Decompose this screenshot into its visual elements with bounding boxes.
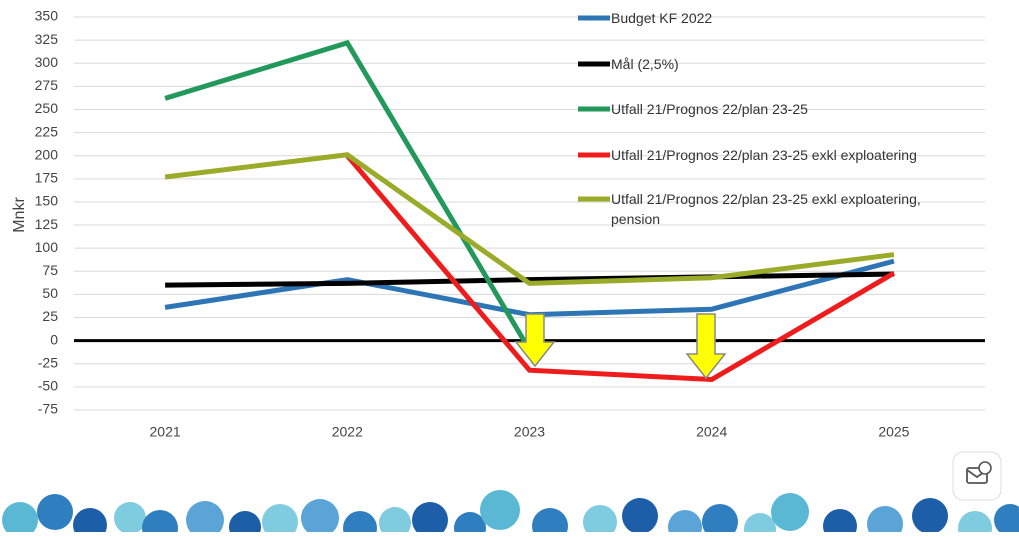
y-tick-label: -25 <box>38 354 58 370</box>
y-tick-label: 300 <box>35 54 59 70</box>
y-tick-label: 225 <box>35 123 59 139</box>
legend-label: Mål (2,5%) <box>611 54 971 74</box>
decoration <box>2 490 1019 532</box>
legend-label-box: Utfall 21/Prognos 22/plan 23-25 exkl exp… <box>611 189 971 233</box>
legend-label-box: Utfall 21/Prognos 22/plan 23-25 exkl exp… <box>611 145 971 189</box>
y-tick-label: 175 <box>35 170 59 186</box>
y-tick-label: 125 <box>35 216 59 232</box>
y-tick-label: -50 <box>38 378 58 394</box>
legend-label-box: Budget KF 2022 <box>611 8 971 52</box>
arrows <box>516 314 725 378</box>
x-tick-label: 2021 <box>150 424 181 440</box>
y-tick-label: 50 <box>42 285 58 301</box>
y-tick-label: 25 <box>42 308 58 324</box>
x-tick-label: 2022 <box>332 424 363 440</box>
y-tick-label: 200 <box>35 146 59 162</box>
y-tick-label: 350 <box>35 8 59 24</box>
legend-label: Utfall 21/Prognos 22/plan 23-25 exkl exp… <box>611 189 971 229</box>
y-tick-label: 250 <box>35 100 59 116</box>
icon-button[interactable] <box>953 452 1001 500</box>
y-tick-label: 75 <box>42 262 58 278</box>
legend-label: Budget KF 2022 <box>611 8 971 28</box>
y-tick-label: 150 <box>35 193 59 209</box>
y-tick-label: 0 <box>50 331 58 347</box>
y-tick-label: 275 <box>35 77 59 93</box>
y-tick-label: -75 <box>38 401 58 417</box>
chart: Mnkr -75 -50 -25 0 25 50 75 100 125 150 175 200 225 2… <box>0 0 1019 532</box>
y-axis-label: Mnkr <box>11 197 28 233</box>
y-tick-label: 100 <box>35 239 59 255</box>
legend-label: Utfall 21/Prognos 22/plan 23-25 <box>611 99 971 119</box>
x-tick-label: 2024 <box>696 424 727 440</box>
x-tick-label: 2023 <box>514 424 545 440</box>
y-tick-label: 325 <box>35 31 59 47</box>
legend-label: Utfall 21/Prognos 22/plan 23-25 exkl exp… <box>611 145 971 165</box>
x-tick-label: 2025 <box>878 424 909 440</box>
legend-label-box: Utfall 21/Prognos 22/plan 23-25 <box>611 99 971 143</box>
legend-label-box: Mål (2,5%) <box>611 54 971 98</box>
